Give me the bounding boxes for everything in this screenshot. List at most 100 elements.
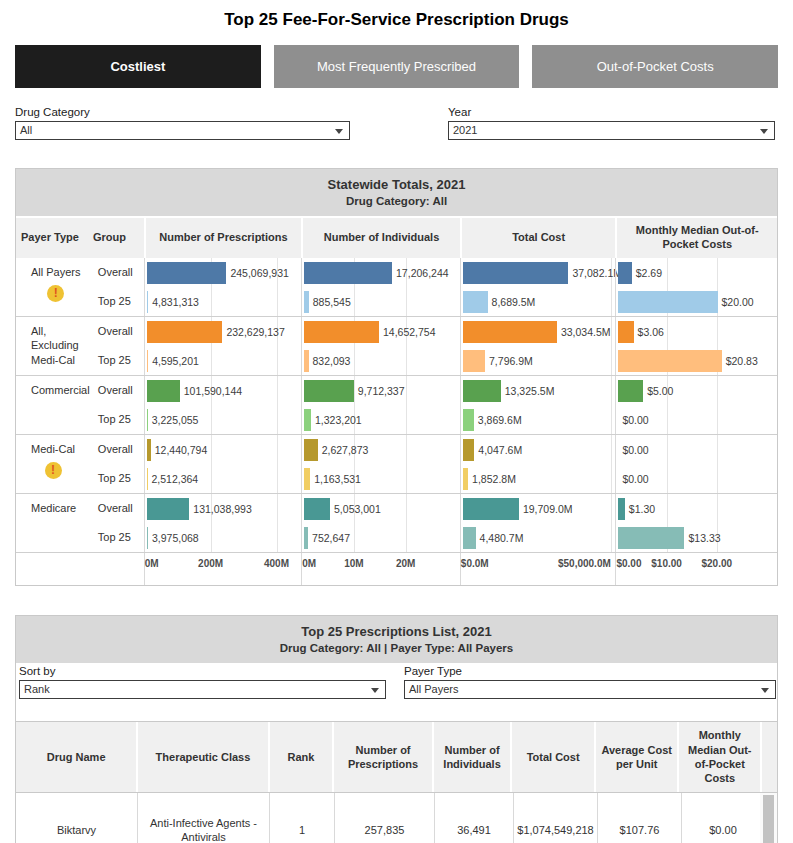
bar-individuals-overall[interactable]: [304, 498, 330, 520]
bar-total_cost-overall[interactable]: [463, 321, 557, 343]
top25-section: Top 25 Prescriptions List, 2021 Drug Cat…: [15, 615, 778, 843]
bar-oop-overall[interactable]: [618, 380, 643, 402]
bar-prescriptions-top-25[interactable]: [147, 291, 149, 313]
list-cell-1: Anti-Infective Agents - Antivirals: [137, 793, 269, 843]
list-cell-4: 36,491: [434, 793, 513, 843]
payer-type-value: All Payers: [409, 683, 459, 695]
payer-type-label: Commercial: [31, 383, 90, 397]
bar-oop-overall[interactable]: [618, 262, 631, 284]
bar-total_cost-overall[interactable]: [463, 262, 569, 284]
sort-by-select[interactable]: Rank: [19, 680, 386, 699]
bar-prescriptions-top-25[interactable]: [147, 350, 148, 372]
bar-total_cost-overall[interactable]: [463, 380, 501, 402]
bar-prescriptions-overall[interactable]: [147, 380, 180, 402]
tab-most-frequently-prescribed[interactable]: Most Frequently Prescribed: [274, 45, 520, 88]
warning-icon[interactable]: !: [47, 285, 64, 302]
axis-tick-label: 20M: [396, 558, 415, 569]
bar-prescriptions-top-25[interactable]: [147, 468, 148, 490]
bar-value-label: 4,595,201: [152, 355, 199, 367]
bar-value-label: 33,034.5M: [561, 326, 611, 338]
metric-cell-prescriptions: 12,440,7942,512,364: [144, 435, 302, 493]
year-select[interactable]: 2021: [448, 121, 775, 140]
bar-oop-top-25[interactable]: [618, 291, 717, 313]
bar-total_cost-overall[interactable]: [463, 498, 519, 520]
column-header-payer-group: Payer Type Group: [16, 218, 144, 258]
table-scrollbar-track[interactable]: [760, 793, 777, 843]
bar-oop-overall[interactable]: [618, 498, 624, 520]
bar-individuals-top-25[interactable]: [304, 468, 310, 490]
bar-total_cost-top-25[interactable]: [463, 409, 474, 431]
axis-tick-label: $50,000.0M: [558, 558, 611, 569]
bar-row: $5.00: [618, 376, 777, 405]
dropdown-arrow-icon: [761, 688, 769, 693]
tab-costliest[interactable]: Costliest: [15, 45, 261, 88]
bar-individuals-top-25[interactable]: [304, 350, 308, 372]
bar-oop-overall[interactable]: [618, 321, 633, 343]
bar-value-label: 2,627,873: [322, 444, 369, 456]
metric-cell-individuals: 17,206,244885,545: [301, 258, 460, 316]
axis-tick-label: 10M: [344, 558, 363, 569]
bar-oop-top-25[interactable]: [618, 350, 721, 372]
bar-value-label: 832,093: [313, 355, 351, 367]
bar-individuals-overall[interactable]: [304, 439, 317, 461]
payer-type-select[interactable]: All Payers: [404, 680, 776, 699]
warning-icon[interactable]: !: [45, 462, 62, 479]
bar-value-label: $0.00: [622, 414, 648, 426]
bar-value-label: 4,480.7M: [480, 532, 524, 544]
drug-category-select[interactable]: All: [15, 121, 350, 140]
bar-prescriptions-overall[interactable]: [147, 321, 223, 343]
group-label: Overall: [94, 317, 144, 346]
bar-individuals-overall[interactable]: [304, 262, 392, 284]
bar-individuals-top-25[interactable]: [304, 291, 309, 313]
list-header-average-cost-per-unit: Average Cost per Unit: [594, 722, 678, 792]
bar-row: 8,689.5M: [463, 287, 616, 316]
table-row: BiktarvyAnti-Infective Agents - Antivira…: [16, 793, 777, 843]
metric-cell-oop: $2.69 $20.00: [615, 258, 777, 316]
bar-row: 33,034.5M: [463, 317, 616, 346]
bar-individuals-top-25[interactable]: [304, 409, 311, 431]
bar-value-label: 131,038,993: [193, 503, 251, 515]
bar-total_cost-overall[interactable]: [463, 439, 475, 461]
bar-total_cost-top-25[interactable]: [463, 350, 485, 372]
tab-out-of-pocket-costs[interactable]: Out-of-Pocket Costs: [532, 45, 778, 88]
metric-cell-individuals: 9,712,3371,323,201: [301, 376, 460, 434]
drug-category-label: Drug Category: [15, 106, 350, 118]
bar-individuals-top-25[interactable]: [304, 527, 308, 549]
bar-prescriptions-overall[interactable]: [147, 439, 151, 461]
bar-row: 9,712,337: [304, 376, 460, 405]
bar-individuals-overall[interactable]: [304, 380, 354, 402]
bar-value-label: $2.69: [636, 267, 662, 279]
statewide-subtitle: Drug Category: All: [16, 195, 777, 207]
metric-cell-prescriptions: 245,069,9314,831,313: [144, 258, 302, 316]
bar-prescriptions-overall[interactable]: [147, 262, 227, 284]
bar-oop-top-25[interactable]: [618, 527, 684, 549]
group-cell: OverallTop 25: [94, 258, 144, 316]
bar-value-label: 3,225,055: [152, 414, 199, 426]
bar-individuals-overall[interactable]: [304, 321, 379, 343]
bar-row: 3,869.6M: [463, 405, 616, 434]
bar-total_cost-top-25[interactable]: [463, 468, 468, 490]
payer-group-row-all-excluding-medi-cal: All, Excluding Medi-CalOverallTop 25232,…: [16, 316, 777, 375]
bar-value-label: 885,545: [313, 296, 351, 308]
bar-total_cost-top-25[interactable]: [463, 291, 488, 313]
metric-cell-total_cost: 19,709.0M 4,480.7M: [460, 494, 616, 552]
bar-prescriptions-top-25[interactable]: [147, 409, 148, 431]
payer-group-row-all-payers: All Payers!OverallTop 25245,069,9314,831…: [16, 258, 777, 316]
bar-prescriptions-top-25[interactable]: [147, 527, 148, 549]
table-scrollbar-thumb[interactable]: [763, 795, 774, 843]
metric-cell-oop: $1.30$13.33: [615, 494, 777, 552]
bar-total_cost-top-25[interactable]: [463, 527, 476, 549]
top25-table-header: Drug NameTherapeutic ClassRankNumber of …: [16, 721, 777, 793]
column-header-prescriptions: Number of Prescriptions: [144, 218, 302, 258]
statewide-title: Statewide Totals, 2021: [16, 177, 777, 192]
bar-row: $20.00: [618, 287, 777, 316]
bar-value-label: $13.33: [688, 532, 720, 544]
bar-value-label: 3,975,068: [152, 532, 199, 544]
list-header-drug-name: Drug Name: [16, 722, 136, 792]
bar-value-label: $20.83: [726, 355, 758, 367]
bar-prescriptions-overall[interactable]: [147, 498, 190, 520]
payer-group-row-medicare: MedicareOverallTop 25131,038,9933,975,06…: [16, 493, 777, 552]
axis-oop: $0.00$10.00$20.00: [615, 553, 777, 585]
bar-value-label: 19,709.0M: [523, 503, 573, 515]
bar-row: 4,480.7M: [463, 523, 616, 552]
